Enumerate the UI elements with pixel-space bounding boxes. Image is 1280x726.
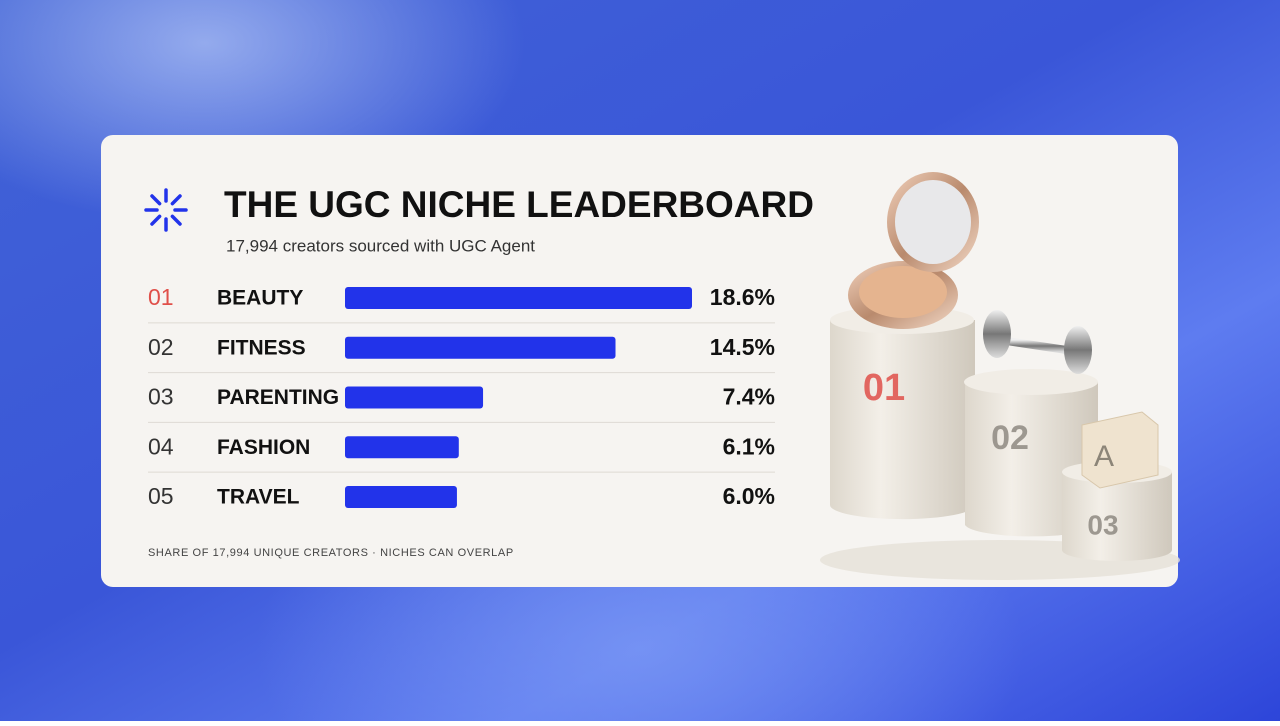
footnote: SHARE OF 17,994 UNIQUE CREATORS · NICHES… — [148, 547, 514, 559]
podium-number: 02 — [991, 419, 1029, 457]
bar — [345, 386, 484, 409]
category-label: FITNESS — [217, 336, 306, 359]
podium-number: 03 — [1087, 509, 1118, 540]
value-label: 7.4% — [723, 384, 775, 410]
rank-label: 03 — [148, 384, 174, 410]
block-letter: A — [1094, 440, 1114, 473]
chart-title: THE UGC NICHE LEADERBOARD — [224, 184, 814, 225]
category-label: BEAUTY — [217, 287, 303, 310]
rank-label: 01 — [148, 284, 174, 310]
category-label: FASHION — [217, 436, 310, 459]
rank-label: 04 — [148, 433, 174, 459]
bar — [345, 436, 459, 459]
podium-illustration: A — [820, 172, 1180, 580]
category-label: TRAVEL — [217, 486, 300, 509]
rank-label: 05 — [148, 483, 174, 509]
bar — [345, 486, 457, 508]
bar — [345, 287, 692, 309]
podium-number: 01 — [863, 367, 905, 409]
logo-icon — [144, 188, 188, 232]
rank-label: 02 — [148, 334, 174, 360]
bar — [345, 336, 616, 359]
value-label: 6.0% — [723, 483, 775, 509]
category-label: PARENTING — [217, 386, 339, 409]
chart-subtitle: 17,994 creators sourced with UGC Agent — [226, 236, 535, 255]
value-label: 14.5% — [710, 334, 775, 360]
value-label: 6.1% — [723, 433, 775, 459]
value-label: 18.6% — [710, 284, 775, 310]
